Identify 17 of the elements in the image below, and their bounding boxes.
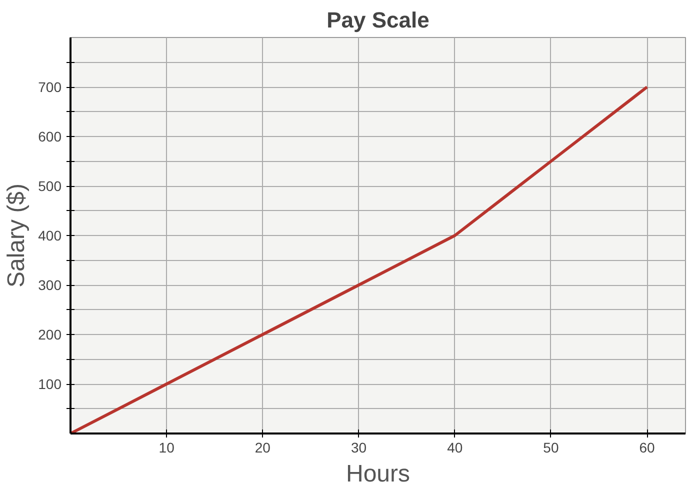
x-tick-label: 50	[543, 440, 559, 456]
y-tick-label: 200	[38, 326, 62, 342]
x-tick-label: 20	[254, 440, 271, 456]
x-tick-label: 60	[639, 440, 656, 456]
x-tick-label: 40	[447, 440, 463, 456]
y-axis-title: Salary ($)	[3, 183, 30, 288]
y-tick-label: 100	[38, 376, 62, 392]
y-tick-label: 300	[38, 277, 62, 293]
chart-title: Pay Scale	[326, 8, 430, 32]
x-tick-label: 30	[350, 440, 367, 456]
x-axis-title: Hours	[346, 460, 410, 488]
x-tick-label: 10	[158, 440, 175, 456]
y-tick-label: 600	[38, 128, 62, 144]
y-tick-label: 400	[38, 228, 62, 244]
y-tick-label: 700	[38, 79, 62, 95]
line-series	[70, 86, 649, 434]
y-tick-label: 500	[38, 178, 62, 194]
